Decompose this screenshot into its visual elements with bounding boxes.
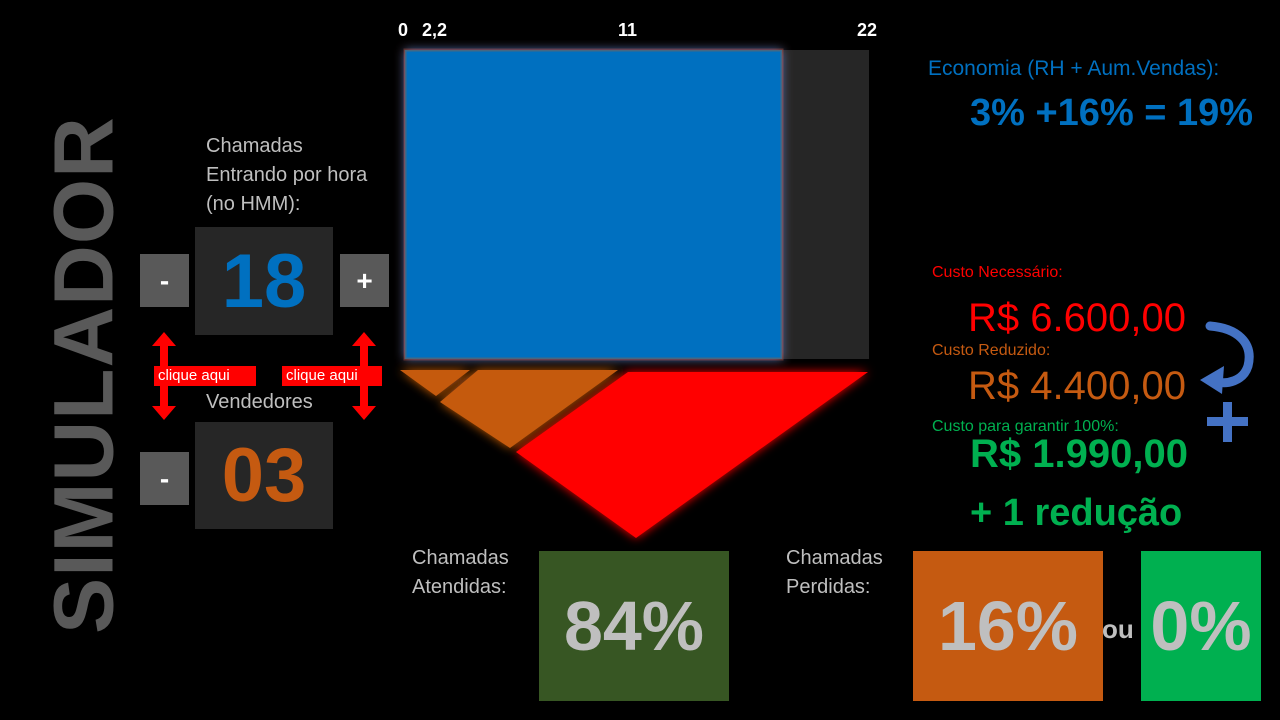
reduced-cost-label: Custo Reduzido:: [932, 342, 1051, 359]
required-cost-value: R$ 6.600,00: [968, 296, 1186, 340]
or-label: ou: [1102, 614, 1134, 644]
guarantee-cost-label: Custo para garantir 100%:: [932, 418, 1119, 435]
click-here-hint-right[interactable]: clique aqui: [282, 366, 382, 386]
required-cost-label: Custo Necessário:: [932, 264, 1063, 281]
simulator-title: SIMULADOR: [36, 116, 131, 634]
funnel-segment-lost: [516, 372, 868, 538]
answered-calls-value: 84%: [539, 551, 729, 701]
answered-calls-label: Chamadas Atendidas:: [412, 547, 509, 598]
calls-increase-button[interactable]: +: [340, 254, 389, 307]
sellers-decrease-button[interactable]: -: [140, 452, 189, 505]
calls-decrease-button[interactable]: -: [140, 254, 189, 307]
guarantee-extra: + 1 redução: [970, 492, 1183, 534]
reduced-cost-value: R$ 4.400,00: [968, 364, 1186, 408]
lost-calls-label: Chamadas Perdidas:: [786, 547, 883, 598]
economy-value: 3% +16% = 19%: [970, 92, 1254, 134]
calls-per-hour-label: Chamadas Entrando por hora (no HMM):: [206, 135, 368, 215]
funnel-segment-1: [400, 370, 470, 396]
funnel-segment-2: [440, 370, 618, 448]
economy-label: Economia (RH + Aum.Vendas):: [928, 57, 1220, 80]
axis-tick: 11: [618, 20, 638, 40]
axis-tick: 2,2: [422, 20, 448, 40]
lost-calls-value: 16%: [913, 551, 1103, 701]
simulation-graphic: [400, 48, 869, 538]
axis-tick: 22: [857, 20, 878, 40]
lost-calls-alt-value: 0%: [1141, 551, 1261, 701]
sellers-value: 03: [195, 422, 333, 529]
click-here-hint-left[interactable]: clique aqui: [154, 366, 256, 386]
calls-per-hour-value: 18: [195, 227, 333, 335]
demand-bar: [403, 48, 784, 361]
reduction-arrows: [1200, 321, 1254, 442]
plus-icon: [1207, 402, 1248, 442]
guarantee-cost-value: R$ 1.990,00: [970, 432, 1188, 476]
curved-arrow-icon: [1200, 321, 1254, 394]
sellers-label: Vendedores: [206, 391, 313, 413]
axis-tick: 0: [398, 20, 409, 40]
